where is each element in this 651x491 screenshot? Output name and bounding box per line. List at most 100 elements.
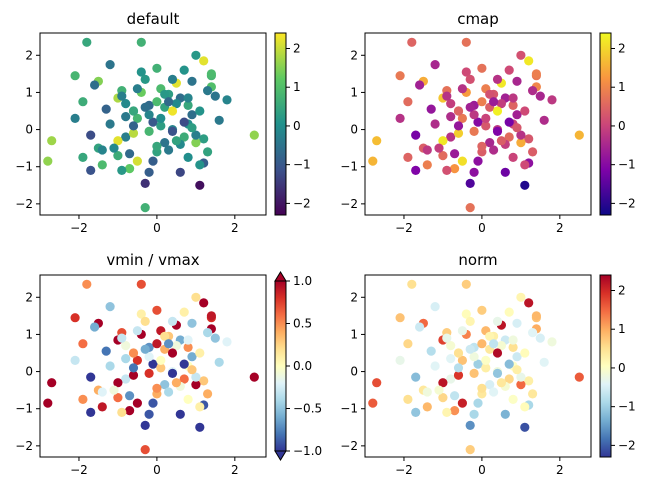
scatter-point [407, 37, 417, 47]
colorbar-gradient-default [275, 33, 286, 215]
scatter-point [199, 56, 209, 66]
colorbar-frame-norm [599, 274, 612, 458]
y-tick-label: 0 [25, 365, 33, 379]
scatter-point [473, 359, 483, 369]
scatter-point [524, 56, 534, 66]
scatter-point [125, 406, 135, 416]
scatter-point [477, 383, 487, 393]
scatter-point [183, 394, 193, 404]
scatter-point [508, 335, 518, 345]
scatter-point [492, 348, 503, 358]
scatter-point [199, 134, 209, 144]
scatter-point [152, 141, 162, 151]
scatter-point [156, 363, 166, 373]
scatter-point [128, 370, 139, 380]
scatter-point [457, 355, 467, 365]
scatter-point [461, 279, 471, 289]
scatter-point [496, 136, 506, 146]
scatter-point [132, 355, 142, 365]
y-tick-label: 1 [25, 327, 33, 341]
scatter-point [156, 113, 166, 123]
scatter-point [489, 387, 499, 397]
scatter-point [415, 322, 425, 332]
y-tick-label: 1 [25, 85, 33, 99]
scatter-point [191, 50, 201, 60]
scatter-point [160, 331, 170, 341]
scatter-point [70, 71, 80, 81]
scatter-point [516, 372, 526, 382]
scatter-point [516, 138, 526, 148]
scatter-point [438, 393, 448, 403]
y-tick-label: 2 [25, 48, 33, 62]
scatter-point [140, 203, 150, 213]
colorbar-tick-label: 0 [618, 361, 626, 375]
scatter-point [82, 279, 92, 289]
subplot-vmin-vmax: vmin / vmax −2 0 2 −2 −1 0 1 2 −1.0 −0.5 0.0 0.5 1.… [15, 251, 322, 477]
scatter-point [473, 156, 483, 166]
y-tick-label: 1 [350, 85, 358, 99]
scatter-point [117, 333, 127, 343]
scatter-point [128, 106, 139, 116]
scatter-point [136, 67, 146, 77]
scatter-point [140, 178, 150, 188]
scatter-point [222, 95, 232, 105]
scatter-point [187, 365, 197, 375]
scatter-point [477, 141, 487, 151]
scatter-point [485, 138, 495, 148]
scatter-point [132, 398, 142, 408]
scatter-point [160, 138, 170, 148]
scatter-point [465, 445, 475, 455]
colorbar-frame-default [274, 32, 287, 216]
scatter-point [167, 348, 178, 358]
scatter-point [504, 359, 514, 369]
scatter-point [214, 357, 224, 367]
plot-frame-cmap [364, 32, 592, 216]
plot-frame-default [39, 32, 267, 216]
scatter-point [508, 394, 518, 404]
scatter-point [214, 115, 224, 125]
colorbar-tick-label: −2 [618, 438, 636, 452]
scatter-point [453, 348, 464, 358]
scatter-point [187, 110, 197, 120]
scatter-point [485, 380, 495, 390]
scatter-point [453, 370, 464, 380]
colorbar-tick-label: 0 [293, 119, 301, 133]
colorbar-cmap: −2 −1 0 1 2 [599, 32, 636, 216]
scatter-point [469, 126, 479, 136]
scatter-point [105, 302, 115, 312]
colorbar-tick-label: −1 [618, 400, 636, 414]
scatter-point [43, 398, 53, 408]
scatter-point [492, 74, 503, 84]
scatter-point [183, 93, 193, 103]
scatter-point [528, 389, 538, 399]
x-tick-label: −2 [70, 463, 88, 477]
colorbar-tick-label: −1.0 [293, 444, 322, 458]
scatter-point [121, 99, 131, 109]
scatter-point [438, 378, 448, 388]
scatter-point [156, 355, 166, 365]
scatter-point [140, 316, 150, 326]
scatter-point [485, 331, 495, 341]
scatter-point [179, 65, 189, 75]
scatter-point [547, 95, 557, 105]
scatter-point [469, 352, 479, 362]
y-tick-label: 2 [350, 290, 358, 304]
scatter-point [175, 409, 185, 419]
scatter-point [395, 113, 405, 123]
scatter-point [508, 342, 518, 352]
scatter-point [520, 160, 530, 170]
scatter-point [97, 402, 107, 412]
scatter-point [481, 355, 491, 365]
x-tick-label: −2 [395, 463, 413, 477]
scatter-point [508, 152, 518, 162]
scatter-point [121, 374, 131, 384]
scatter-point [195, 422, 205, 432]
scatter-point [446, 341, 456, 351]
scatter-point [132, 113, 142, 123]
scatter-point [121, 341, 131, 351]
scatter-point [203, 86, 213, 96]
scatter-point [512, 365, 522, 375]
scatter-point [164, 339, 174, 349]
scatter-point [461, 37, 471, 47]
scatter-points-cmap [368, 37, 584, 213]
